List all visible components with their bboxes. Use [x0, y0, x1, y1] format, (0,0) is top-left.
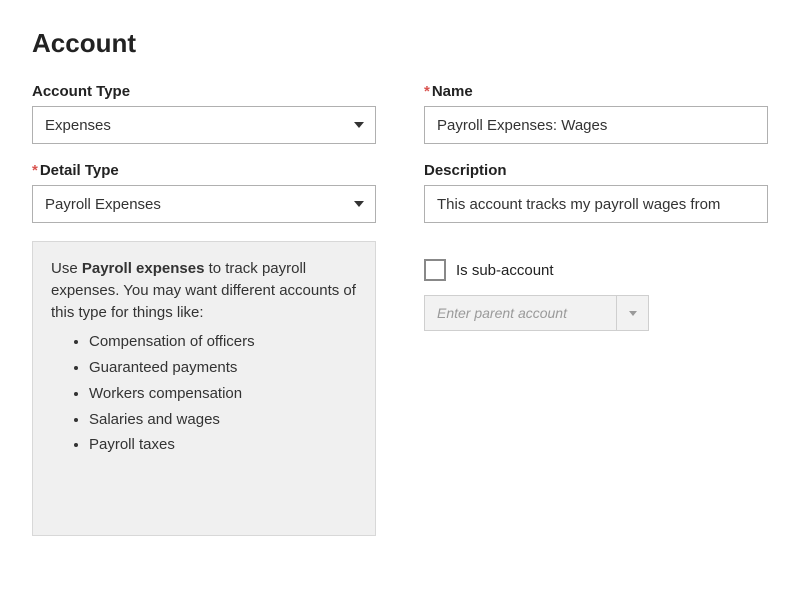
info-list-item: Guaranteed payments — [89, 357, 357, 379]
detail-type-value: Payroll Expenses — [45, 196, 161, 213]
detail-type-label-text: Detail Type — [40, 162, 119, 179]
description-input[interactable]: This account tracks my payroll wages fro… — [424, 185, 768, 223]
parent-account-placeholder: Enter parent account — [424, 295, 617, 331]
right-column: *Name Payroll Expenses: Wages Descriptio… — [424, 83, 768, 536]
parent-account-select[interactable]: Enter parent account — [424, 295, 649, 331]
info-text-prefix: Use — [51, 260, 82, 277]
required-asterisk: * — [32, 162, 38, 179]
required-asterisk: * — [424, 83, 430, 100]
page-title: Account — [32, 28, 768, 59]
description-field: Description This account tracks my payro… — [424, 162, 768, 223]
parent-account-dropdown-button[interactable] — [617, 295, 649, 331]
info-text-bold: Payroll expenses — [82, 260, 205, 277]
description-label: Description — [424, 162, 768, 179]
left-column: Account Type Expenses *Detail Type Payro… — [32, 83, 376, 536]
detail-type-field: *Detail Type Payroll Expenses — [32, 162, 376, 223]
account-type-value: Expenses — [45, 117, 111, 134]
description-input-value: This account tracks my payroll wages fro… — [437, 196, 720, 213]
info-list: Compensation of officers Guaranteed paym… — [51, 331, 357, 456]
detail-type-info-box: Use Payroll expenses to track payroll ex… — [32, 241, 376, 536]
info-list-item: Payroll taxes — [89, 434, 357, 456]
name-input[interactable]: Payroll Expenses: Wages — [424, 106, 768, 144]
sub-account-label: Is sub-account — [456, 262, 554, 279]
name-label-text: Name — [432, 83, 473, 100]
name-input-value: Payroll Expenses: Wages — [437, 117, 607, 134]
name-label: *Name — [424, 83, 768, 100]
caret-down-icon — [629, 311, 637, 316]
sub-account-row: Is sub-account — [424, 259, 768, 281]
info-list-item: Compensation of officers — [89, 331, 357, 353]
detail-type-select[interactable]: Payroll Expenses — [32, 185, 376, 223]
account-type-select[interactable]: Expenses — [32, 106, 376, 144]
info-list-item: Salaries and wages — [89, 409, 357, 431]
account-type-field: Account Type Expenses — [32, 83, 376, 144]
sub-account-checkbox[interactable] — [424, 259, 446, 281]
name-field: *Name Payroll Expenses: Wages — [424, 83, 768, 144]
account-type-label: Account Type — [32, 83, 376, 100]
info-list-item: Workers compensation — [89, 383, 357, 405]
detail-type-label: *Detail Type — [32, 162, 376, 179]
